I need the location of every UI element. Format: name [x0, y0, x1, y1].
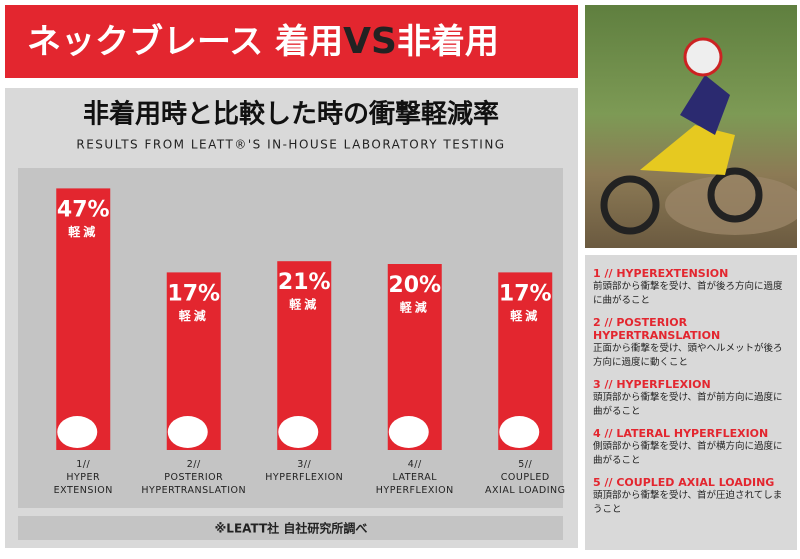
item-title: 5 // COUPLED AXIAL LOADING: [593, 476, 775, 489]
reduction-label: 軽減: [68, 224, 98, 239]
reduction-label: 軽減: [179, 308, 209, 323]
icon: [388, 416, 429, 448]
photo: [585, 5, 797, 248]
x-tick-label: 2// POSTERIOR HYPERTRANSLATION: [141, 459, 247, 496]
value-label: 17%: [167, 281, 220, 306]
x-tick-label: 5// COUPLED AXIAL LOADING: [485, 459, 566, 496]
reduction-label: 軽減: [510, 308, 540, 323]
icon: [499, 416, 540, 448]
footnote-bar: [18, 516, 563, 540]
value-label: 17%: [499, 281, 552, 306]
chart-panel: 非着用時と比較した時の衝撃軽減率 RESULTS FROM LEATT®'S I…: [5, 88, 578, 548]
reduction-label: 軽減: [400, 300, 430, 315]
reduction-label: 軽減: [289, 297, 319, 312]
item-text: 頭頂部から衝撃を受け、首が圧迫されてしまうこと: [593, 490, 783, 515]
item-text: 側頭部から衝撃を受け、首が横方向に過度に曲がること: [593, 441, 783, 466]
sidebar: 1 // HYPEREXTENSION 前頭部から衝撃を受け、首が後ろ方向に過度に…: [585, 255, 797, 550]
bar: [56, 188, 111, 450]
x-tick-label: 1// HYPER EXTENSION: [53, 459, 113, 496]
value-label: 20%: [388, 273, 441, 298]
header: ネックブレース 着用VS非着用: [5, 5, 578, 78]
item-title: 4 // LATERAL HYPERFLEXION: [593, 427, 769, 440]
icon: [57, 416, 98, 448]
value-label: 21%: [278, 270, 331, 295]
chart: 非着用時と比較した時の衝撃軽減率 RESULTS FROM LEATT®'S I…: [18, 99, 563, 540]
item-title: 1 // HYPEREXTENSION: [593, 267, 729, 280]
item-text: 前頭部から衝撃を受け、首が後ろ方向に過度に曲がること: [593, 281, 783, 306]
footnote: ※LEATT社 自社研究所調べ: [215, 521, 368, 536]
header-title: ネックブレース 着用: [27, 22, 344, 62]
item-text: 正面から衝撃を受け、頭やヘルメットが後ろ方向に過度に動くこと: [593, 343, 783, 368]
item-title: 2 // POSTERIOR HYPERTRANSLATION: [593, 316, 721, 342]
chart-subtitle: RESULTS FROM LEATT®'S IN-HOUSE LABORATOR…: [76, 138, 505, 152]
chart-title: 非着用時と比較した時の衝撃軽減率: [83, 99, 499, 130]
x-tick-label: 4// LATERAL HYPERFLEXION: [375, 459, 454, 496]
x-tick-label: 3// HYPERFLEXION: [265, 459, 344, 483]
icon: [278, 416, 319, 448]
item-title: 3 // HYPERFLEXION: [593, 378, 711, 391]
icon: [167, 416, 208, 448]
header-vs: VS: [343, 21, 397, 62]
value-label: 47%: [57, 197, 110, 222]
item-text: 頭頂部から衝撃を受け、首が前方向に過度に曲がること: [593, 392, 783, 417]
header-title: 非着用: [396, 22, 499, 62]
